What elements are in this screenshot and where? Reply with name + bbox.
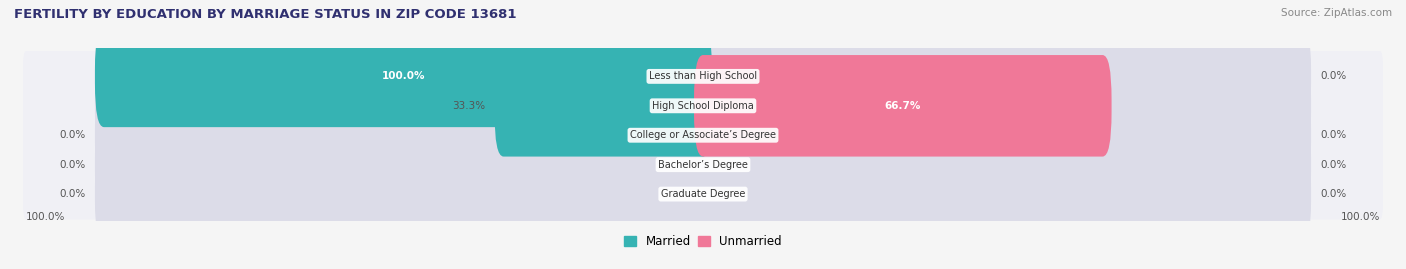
FancyBboxPatch shape	[495, 55, 711, 157]
Text: 0.0%: 0.0%	[1320, 130, 1347, 140]
FancyBboxPatch shape	[695, 84, 1310, 186]
FancyBboxPatch shape	[695, 143, 1310, 245]
Text: 0.0%: 0.0%	[1320, 189, 1347, 199]
Text: Source: ZipAtlas.com: Source: ZipAtlas.com	[1281, 8, 1392, 18]
FancyBboxPatch shape	[96, 55, 711, 157]
Text: 0.0%: 0.0%	[59, 130, 86, 140]
Text: 100.0%: 100.0%	[381, 71, 425, 82]
FancyBboxPatch shape	[22, 80, 1384, 131]
FancyBboxPatch shape	[96, 84, 711, 186]
Text: 0.0%: 0.0%	[59, 189, 86, 199]
FancyBboxPatch shape	[96, 26, 711, 127]
Text: 100.0%: 100.0%	[1340, 212, 1379, 222]
FancyBboxPatch shape	[695, 26, 1310, 127]
Text: 0.0%: 0.0%	[59, 160, 86, 170]
FancyBboxPatch shape	[22, 169, 1384, 220]
Text: 66.7%: 66.7%	[884, 101, 921, 111]
FancyBboxPatch shape	[96, 26, 711, 127]
Text: High School Diploma: High School Diploma	[652, 101, 754, 111]
FancyBboxPatch shape	[695, 114, 1310, 215]
Text: 0.0%: 0.0%	[1320, 71, 1347, 82]
FancyBboxPatch shape	[22, 110, 1384, 161]
Text: Graduate Degree: Graduate Degree	[661, 189, 745, 199]
Text: College or Associate’s Degree: College or Associate’s Degree	[630, 130, 776, 140]
Text: Less than High School: Less than High School	[650, 71, 756, 82]
FancyBboxPatch shape	[22, 51, 1384, 102]
FancyBboxPatch shape	[96, 114, 711, 215]
Text: Bachelor’s Degree: Bachelor’s Degree	[658, 160, 748, 170]
Text: FERTILITY BY EDUCATION BY MARRIAGE STATUS IN ZIP CODE 13681: FERTILITY BY EDUCATION BY MARRIAGE STATU…	[14, 8, 516, 21]
FancyBboxPatch shape	[695, 55, 1310, 157]
Legend: Married, Unmarried: Married, Unmarried	[620, 230, 786, 253]
FancyBboxPatch shape	[96, 143, 711, 245]
Text: 0.0%: 0.0%	[1320, 160, 1347, 170]
FancyBboxPatch shape	[22, 139, 1384, 190]
Text: 100.0%: 100.0%	[27, 212, 66, 222]
FancyBboxPatch shape	[695, 55, 1112, 157]
Text: 33.3%: 33.3%	[453, 101, 485, 111]
